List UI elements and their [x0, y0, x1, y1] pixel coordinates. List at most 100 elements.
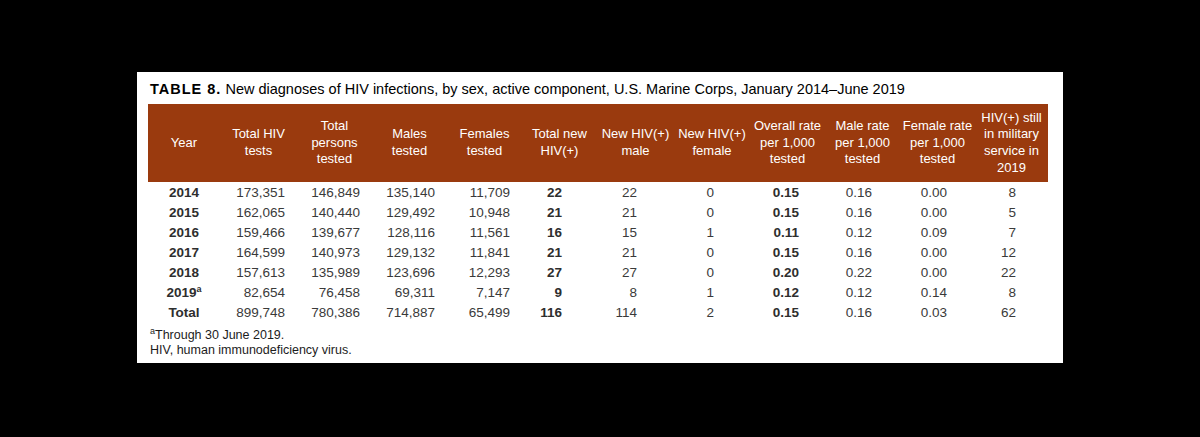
data-cell: 15: [597, 222, 674, 242]
table-row: 2019a82,65476,45869,3117,1479810.120.120…: [148, 282, 1048, 302]
column-header: Total new HIV(+): [522, 104, 597, 182]
data-cell: 139,677: [297, 222, 372, 242]
data-cell: 0.22: [825, 262, 900, 282]
table-body: 2014173,351146,849135,14011,709222200.15…: [148, 182, 1048, 322]
column-header: Year: [148, 104, 220, 182]
data-cell: 0: [674, 242, 750, 262]
data-cell: 780,386: [297, 302, 372, 322]
data-cell: 7,147: [447, 282, 522, 302]
column-header: Total persons tested: [297, 104, 372, 182]
data-cell: 0.00: [900, 242, 975, 262]
data-cell: 162,065: [220, 202, 297, 222]
year-cell: 2015: [148, 202, 220, 222]
data-cell: 140,440: [297, 202, 372, 222]
column-header: HIV(+) still in military service in 2019: [975, 104, 1048, 182]
data-cell: 11,841: [447, 242, 522, 262]
data-cell: 16: [522, 222, 597, 242]
data-cell: 9: [522, 282, 597, 302]
table-row: 2017164,599140,973129,13211,841212100.15…: [148, 242, 1048, 262]
column-header: New HIV(+) male: [597, 104, 674, 182]
data-cell: 8: [975, 182, 1048, 202]
table-row: 2014173,351146,849135,14011,709222200.15…: [148, 182, 1048, 202]
data-cell: 114: [597, 302, 674, 322]
data-cell: 7: [975, 222, 1048, 242]
data-cell: 0.16: [825, 202, 900, 222]
data-cell: 0.00: [900, 262, 975, 282]
data-cell: 116: [522, 302, 597, 322]
data-cell: 10,948: [447, 202, 522, 222]
footnote: aThrough 30 June 2019.: [150, 328, 1063, 343]
data-cell: 129,132: [372, 242, 447, 262]
table-title-label: TABLE 8.: [150, 81, 221, 97]
data-cell: 0.15: [750, 242, 825, 262]
hiv-diagnoses-table: YearTotal HIV testsTotal persons testedM…: [148, 104, 1048, 322]
table-row: 2016159,466139,677128,11611,561161510.11…: [148, 222, 1048, 242]
data-cell: 0.16: [825, 182, 900, 202]
table-row: 2018157,613135,989123,69612,293272700.20…: [148, 262, 1048, 282]
data-cell: 0.15: [750, 182, 825, 202]
data-cell: 62: [975, 302, 1048, 322]
data-cell: 27: [597, 262, 674, 282]
data-cell: 0.15: [750, 302, 825, 322]
data-cell: 146,849: [297, 182, 372, 202]
table-card: TABLE 8. New diagnoses of HIV infections…: [137, 72, 1063, 363]
data-cell: 0.11: [750, 222, 825, 242]
column-header: New HIV(+) female: [674, 104, 750, 182]
data-cell: 0.12: [825, 222, 900, 242]
data-cell: 21: [522, 242, 597, 262]
table-row: Total899,748780,386714,88765,49911611420…: [148, 302, 1048, 322]
column-header: Overall rate per 1,000 tested: [750, 104, 825, 182]
data-cell: 135,989: [297, 262, 372, 282]
data-cell: 8: [597, 282, 674, 302]
data-cell: 21: [522, 202, 597, 222]
table-title-text: New diagnoses of HIV infections, by sex,…: [225, 81, 904, 97]
data-cell: 1: [674, 222, 750, 242]
year-cell: Total: [148, 302, 220, 322]
data-cell: 27: [522, 262, 597, 282]
data-cell: 2: [674, 302, 750, 322]
column-header: Female rate per 1,000 tested: [900, 104, 975, 182]
data-cell: 0.20: [750, 262, 825, 282]
column-header: Total HIV tests: [220, 104, 297, 182]
data-cell: 899,748: [220, 302, 297, 322]
data-cell: 11,709: [447, 182, 522, 202]
data-cell: 164,599: [220, 242, 297, 262]
header-row: YearTotal HIV testsTotal persons testedM…: [148, 104, 1048, 182]
footnote: HIV, human immunodeficiency virus.: [150, 343, 1063, 358]
data-cell: 714,887: [372, 302, 447, 322]
data-cell: 22: [522, 182, 597, 202]
data-cell: 0.16: [825, 242, 900, 262]
data-cell: 0.16: [825, 302, 900, 322]
data-cell: 0: [674, 182, 750, 202]
year-cell: 2014: [148, 182, 220, 202]
data-cell: 0.00: [900, 182, 975, 202]
data-cell: 0.03: [900, 302, 975, 322]
data-cell: 11,561: [447, 222, 522, 242]
data-cell: 12: [975, 242, 1048, 262]
page-background: TABLE 8. New diagnoses of HIV infections…: [0, 0, 1200, 437]
data-cell: 0: [674, 202, 750, 222]
data-cell: 0.00: [900, 202, 975, 222]
column-header: Male rate per 1,000 tested: [825, 104, 900, 182]
column-header: Females tested: [447, 104, 522, 182]
column-header: Males tested: [372, 104, 447, 182]
data-cell: 157,613: [220, 262, 297, 282]
data-cell: 135,140: [372, 182, 447, 202]
data-cell: 0.12: [750, 282, 825, 302]
data-cell: 0: [674, 262, 750, 282]
footnotes: aThrough 30 June 2019.HIV, human immunod…: [150, 328, 1063, 358]
data-cell: 22: [975, 262, 1048, 282]
year-cell: 2018: [148, 262, 220, 282]
data-cell: 21: [597, 202, 674, 222]
data-cell: 8: [975, 282, 1048, 302]
table-title: TABLE 8. New diagnoses of HIV infections…: [137, 72, 1063, 104]
data-cell: 5: [975, 202, 1048, 222]
table-row: 2015162,065140,440129,49210,948212100.15…: [148, 202, 1048, 222]
data-cell: 82,654: [220, 282, 297, 302]
data-cell: 65,499: [447, 302, 522, 322]
year-cell: 2019a: [148, 282, 220, 302]
data-cell: 76,458: [297, 282, 372, 302]
data-cell: 1: [674, 282, 750, 302]
year-cell: 2017: [148, 242, 220, 262]
data-cell: 22: [597, 182, 674, 202]
